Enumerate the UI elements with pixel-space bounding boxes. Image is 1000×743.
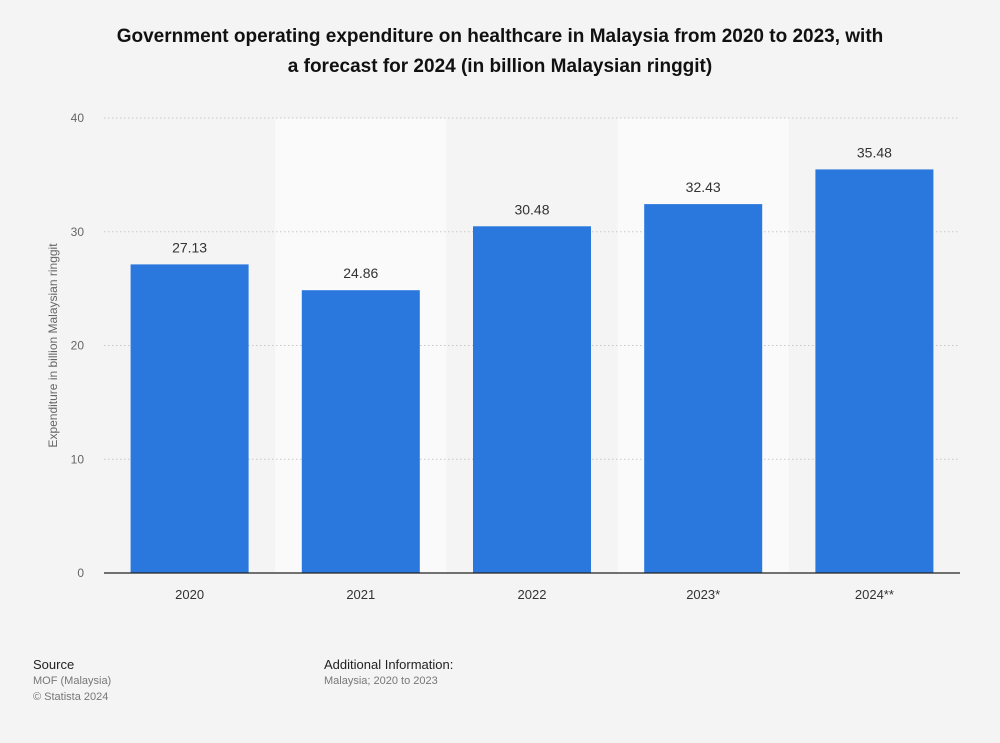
y-axis-title: Expenditure in billion Malaysian ringgit: [46, 243, 60, 448]
y-tick-label: 20: [71, 339, 85, 353]
y-tick-label: 0: [77, 566, 84, 580]
bar-value-label: 24.86: [343, 265, 378, 281]
x-category-label: 2022: [518, 587, 547, 602]
chart-title: Government operating expenditure on heal…: [40, 22, 960, 82]
bar-value-label: 27.13: [172, 239, 207, 255]
source-heading: Source: [33, 657, 75, 672]
bar[interactable]: [815, 169, 934, 574]
bar-chart: 0 10 20 30 40 27.13 2020 24.86 2021 30.48 2022 32.4…: [46, 111, 960, 602]
bar[interactable]: [644, 204, 763, 573]
y-tick-label: 10: [71, 452, 85, 466]
labels: 0 10 20 30 40 27.13 2020 24.86 2021 30.48 2022 32.4…: [46, 111, 894, 602]
y-tick-label: 40: [71, 111, 85, 125]
bar[interactable]: [301, 290, 420, 573]
source-line[interactable]: MOF (Malaysia): [33, 675, 112, 687]
x-category-label: 2020: [175, 587, 204, 602]
x-category-label: 2024**: [855, 587, 894, 602]
x-category-label: 2021: [346, 587, 375, 602]
copyright-line: © Statista 2024: [33, 691, 109, 703]
additional-info-line: Malaysia; 2020 to 2023: [324, 675, 438, 687]
source-block: Source MOF (Malaysia) © Statista 2024: [33, 657, 111, 705]
chart-title-line-2: a forecast for 2024 (in billion Malaysia…: [287, 56, 713, 77]
bars: [130, 169, 934, 574]
bar-value-label: 35.48: [857, 144, 892, 160]
bar[interactable]: [130, 264, 249, 573]
y-tick-label: 30: [71, 225, 85, 239]
bar-value-label: 32.43: [686, 179, 721, 195]
chart-title-line-1: Government operating expenditure on heal…: [116, 26, 884, 47]
bar-value-label: 30.48: [514, 201, 549, 217]
additional-info-block: Additional Information: Malaysia; 2020 t…: [324, 657, 453, 689]
bar[interactable]: [473, 226, 591, 574]
additional-info-heading: Additional Information:: [324, 657, 454, 672]
x-category-label: 2023*: [686, 587, 720, 602]
